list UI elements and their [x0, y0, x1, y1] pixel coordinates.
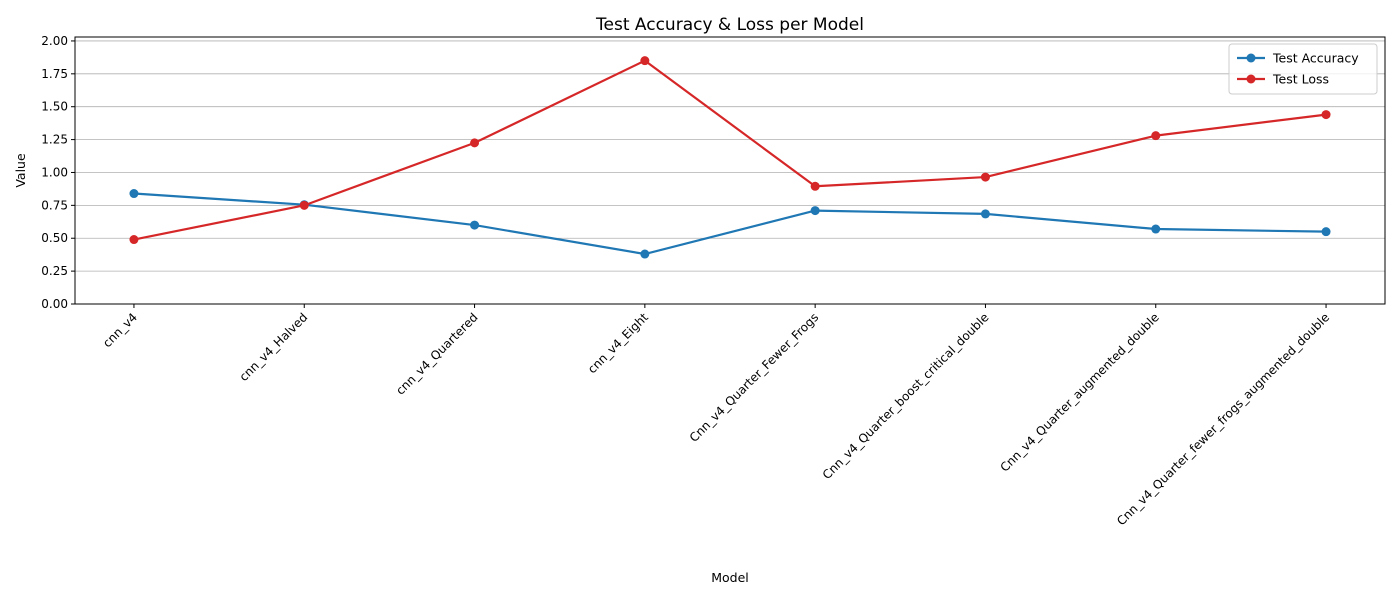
series-line	[133, 59, 1327, 241]
data-point	[640, 249, 650, 259]
data-point	[1321, 110, 1331, 120]
legend-label: Test Accuracy	[1272, 51, 1359, 66]
legend: Test Accuracy Test Loss	[1228, 43, 1378, 95]
y-tick-label: 0.25	[41, 264, 68, 278]
data-point	[810, 206, 820, 216]
data-point	[1151, 224, 1161, 234]
y-tick-label: 1.75	[41, 67, 68, 81]
data-point	[980, 209, 990, 219]
data-point	[129, 189, 139, 199]
y-tick-label: 0.00	[41, 297, 68, 311]
y-tick-label: 0.75	[41, 198, 68, 212]
legend-label: Test Loss	[1272, 72, 1329, 87]
series-layer	[129, 56, 1331, 259]
y-axis-title: Value	[13, 153, 28, 188]
y-tick-label: 1.50	[41, 100, 68, 114]
series-line	[133, 192, 1327, 256]
data-point	[640, 56, 650, 66]
legend-item: Test Accuracy	[1237, 51, 1359, 66]
y-tick-label: 2.00	[41, 34, 68, 48]
legend-swatch-marker	[1246, 74, 1256, 84]
legend-item: Test Loss	[1237, 72, 1329, 87]
legend-box	[1228, 43, 1378, 95]
legend-swatch-marker	[1246, 53, 1256, 63]
data-point	[299, 200, 309, 210]
x-axis-title: Model	[711, 570, 749, 585]
chart-title: Test Accuracy & Loss per Model	[595, 15, 864, 35]
data-point	[810, 181, 820, 191]
data-point	[470, 220, 480, 230]
data-point	[1321, 227, 1331, 237]
series-1	[129, 56, 1331, 245]
grid-lines	[75, 40, 1385, 305]
data-point	[129, 235, 139, 245]
data-point	[980, 172, 990, 182]
y-tick-label: 0.50	[41, 231, 68, 245]
y-tick-label: 1.25	[41, 133, 68, 147]
data-point	[1151, 131, 1161, 141]
data-point	[470, 138, 480, 148]
plot-frame	[74, 36, 1386, 305]
y-tick-label: 1.00	[41, 165, 68, 179]
